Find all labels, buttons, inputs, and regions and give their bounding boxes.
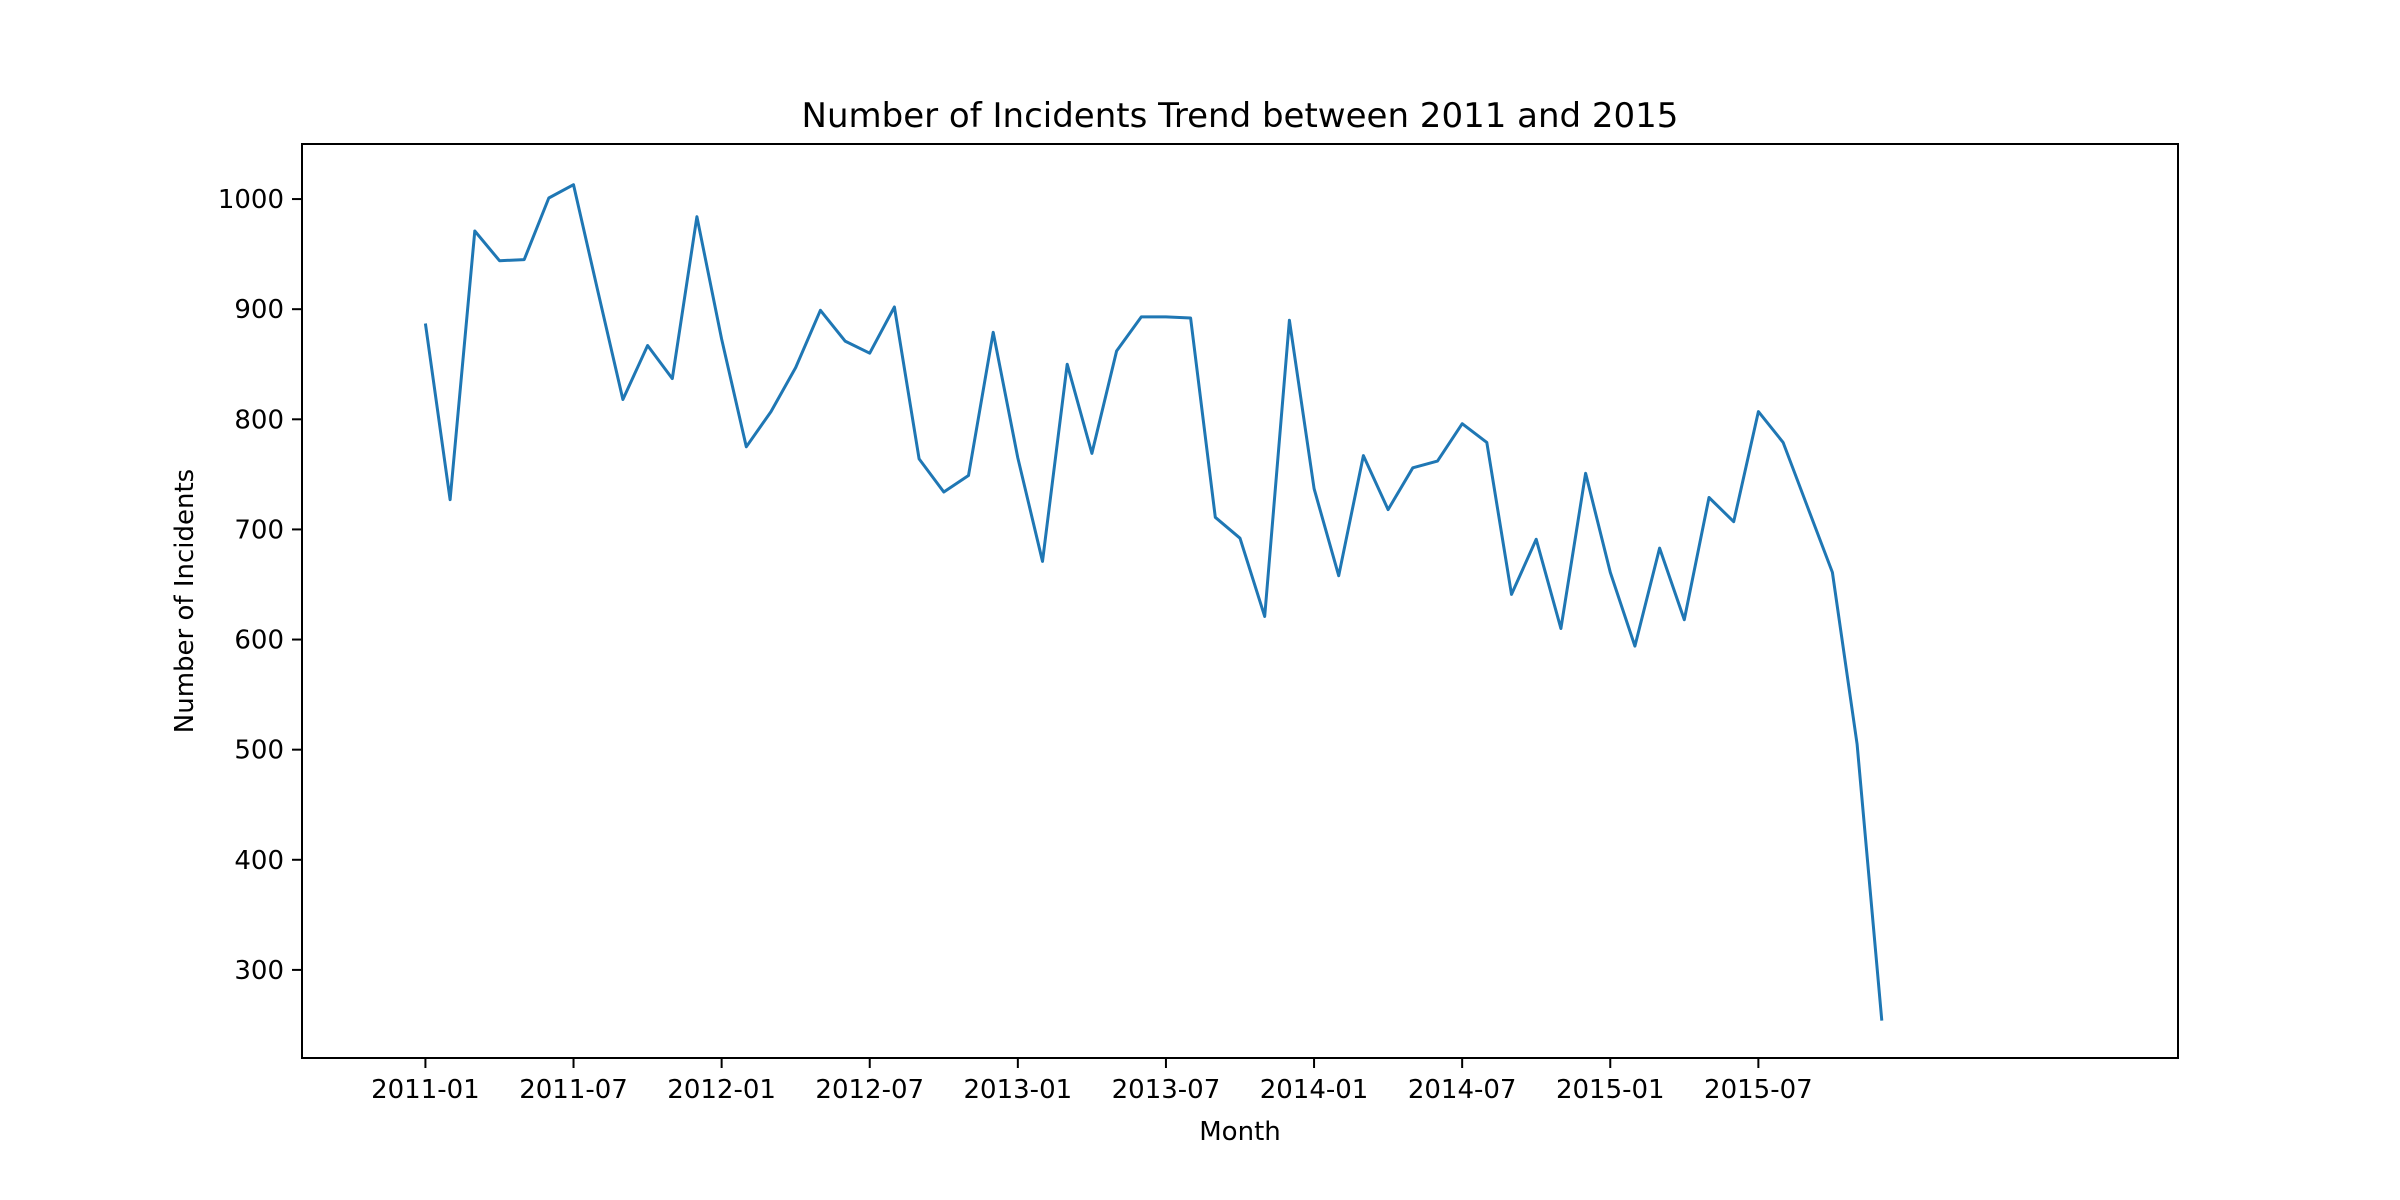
chart-title: Number of Incidents Trend between 2011 a… bbox=[802, 96, 1679, 136]
x-tick-label: 2012-01 bbox=[667, 1075, 776, 1105]
series-line bbox=[423, 183, 1884, 1021]
y-tick-label: 700 bbox=[234, 515, 284, 545]
x-tick-label: 2015-01 bbox=[1556, 1075, 1665, 1105]
y-axis-label: Number of Incidents bbox=[170, 469, 200, 733]
y-tick-label: 400 bbox=[234, 846, 284, 876]
y-tick-label: 900 bbox=[234, 295, 284, 325]
x-axis-label: Month bbox=[1199, 1117, 1281, 1147]
x-tick-label: 2014-07 bbox=[1408, 1075, 1517, 1105]
y-tick-label: 600 bbox=[234, 626, 284, 656]
series-layer bbox=[423, 183, 1884, 1021]
x-tick-label: 2015-07 bbox=[1704, 1075, 1813, 1105]
plot-area bbox=[301, 143, 2179, 1059]
x-tick-label: 2012-07 bbox=[815, 1075, 924, 1105]
x-axis: 2011-01 2011-07 2012-01 2012-07 2013-01 2013-… bbox=[371, 1058, 1813, 1105]
plot-frame bbox=[301, 143, 2179, 1059]
x-tick-label: 2011-07 bbox=[519, 1075, 628, 1105]
y-tick-label: 1000 bbox=[218, 185, 284, 215]
x-tick-label: 2014-01 bbox=[1260, 1075, 1369, 1105]
y-axis: 300 400 500 600 700 800 900 1000 bbox=[218, 185, 302, 986]
y-tick-label: 800 bbox=[234, 405, 284, 435]
x-tick-label: 2011-01 bbox=[371, 1075, 480, 1105]
x-tick-label: 2013-01 bbox=[964, 1075, 1073, 1105]
x-tick-label: 2013-07 bbox=[1112, 1075, 1221, 1105]
y-tick-label: 300 bbox=[234, 956, 284, 986]
y-tick-label: 500 bbox=[234, 736, 284, 766]
